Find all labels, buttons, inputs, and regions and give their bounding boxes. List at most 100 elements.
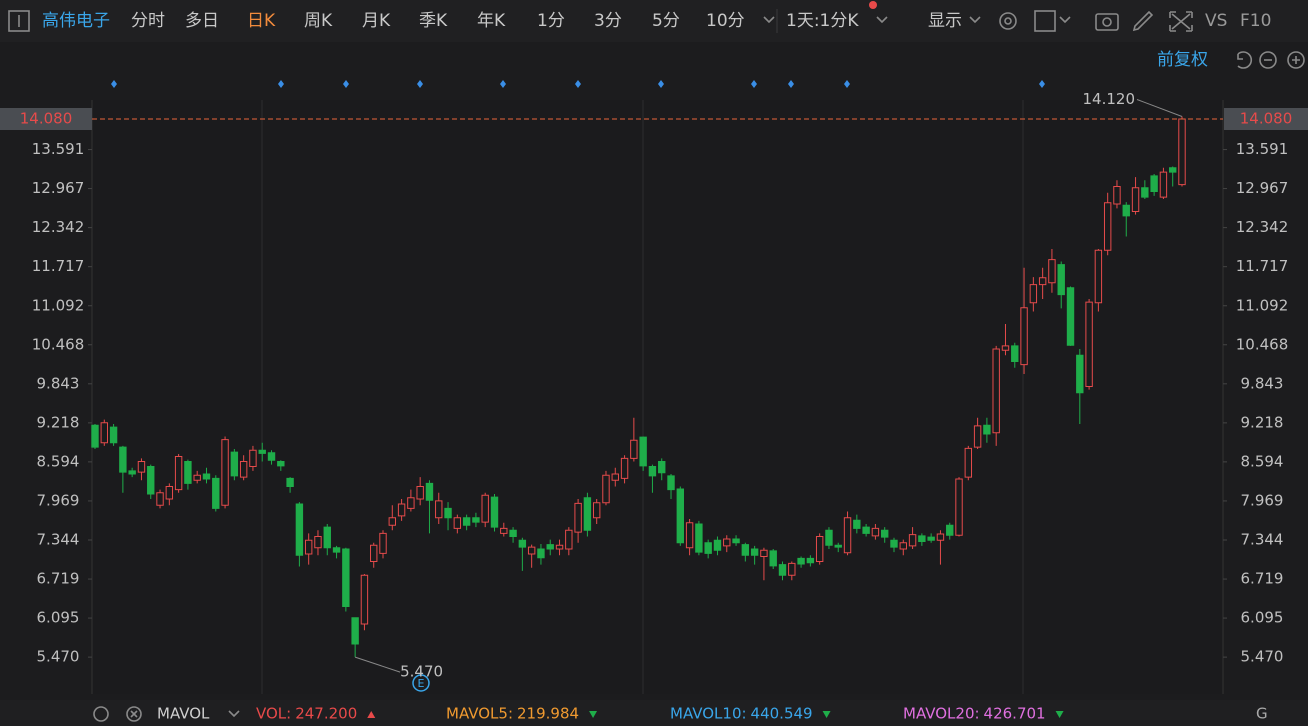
settings-icon[interactable] xyxy=(999,12,1017,30)
candle-body xyxy=(667,475,675,491)
reset-icon[interactable] xyxy=(1237,51,1253,69)
period-tab[interactable]: 年K xyxy=(477,11,506,31)
adjust-mode[interactable]: 前复权 xyxy=(1157,50,1208,70)
candle-body xyxy=(723,538,731,547)
indicator-settings[interactable] xyxy=(93,706,109,722)
period-tab[interactable]: 周K xyxy=(304,11,333,31)
settings-icon-core xyxy=(1004,17,1012,25)
indicator-bar xyxy=(0,700,1308,726)
current-price-label: 14.080 xyxy=(20,110,73,128)
annotation-label: 5.470 xyxy=(400,663,443,681)
candle-body xyxy=(760,549,768,557)
candle-body xyxy=(388,517,396,526)
candle-body xyxy=(648,466,657,477)
period-tab[interactable]: 月K xyxy=(362,11,391,31)
candle-body xyxy=(100,422,108,444)
candle-body xyxy=(500,527,508,534)
indicator-value: 219.984 xyxy=(517,705,579,723)
candle-body xyxy=(602,474,610,504)
candle-body xyxy=(1103,202,1112,251)
candle-body xyxy=(1169,167,1177,173)
stock-name[interactable]: 高伟电子 xyxy=(42,11,110,31)
interval-select[interactable]: 1天:1分K xyxy=(786,11,859,31)
y-tick-label-right: 11.092 xyxy=(1236,296,1289,314)
candle-body xyxy=(444,507,452,519)
fullscreen-icon[interactable] xyxy=(1169,11,1193,32)
event-marker xyxy=(500,80,506,88)
chevron xyxy=(763,16,775,24)
candle-body xyxy=(537,548,545,559)
candle-body xyxy=(379,532,387,554)
candle-body xyxy=(1048,259,1056,284)
chevron xyxy=(228,710,240,718)
candle-body xyxy=(825,529,833,546)
candle-body xyxy=(890,539,898,548)
candle-body xyxy=(323,526,331,549)
y-tick-label-right: 10.468 xyxy=(1236,335,1289,353)
period-tab[interactable]: 1分 xyxy=(537,11,565,31)
y-tick-label-right: 11.717 xyxy=(1236,257,1289,275)
draw-icon[interactable] xyxy=(1132,10,1154,32)
candle-body xyxy=(156,492,164,506)
candle-body xyxy=(973,425,982,448)
candle-body xyxy=(1057,264,1065,296)
candle-body xyxy=(639,436,647,467)
candle-body xyxy=(834,544,842,548)
trend-arrow xyxy=(589,711,598,718)
chevron xyxy=(969,16,981,24)
display-menu[interactable]: 显示 xyxy=(928,11,962,31)
candle-body xyxy=(1178,118,1186,186)
candle-body xyxy=(453,517,462,529)
layout-icon[interactable] xyxy=(1034,10,1056,32)
period-tab[interactable]: 季K xyxy=(419,11,448,31)
y-tick-label-right: 5.470 xyxy=(1241,648,1284,666)
indicator-value: 247.200 xyxy=(295,705,357,723)
candle-body xyxy=(230,451,239,477)
indicator-name[interactable]: MAVOL xyxy=(157,705,210,723)
candle-body xyxy=(1113,186,1121,205)
candle-body xyxy=(490,496,499,528)
candle-body xyxy=(806,557,815,564)
y-tick-label-right: 12.342 xyxy=(1236,218,1289,236)
period-tab[interactable]: 日K xyxy=(247,11,276,31)
y-tick-label-left: 13.591 xyxy=(32,140,85,158)
zoom-in-icon[interactable] xyxy=(1287,51,1305,69)
zoom-out-icon[interactable] xyxy=(1259,51,1277,69)
vs-button[interactable]: VS xyxy=(1205,11,1227,31)
chevron xyxy=(1059,16,1071,24)
annotation-leader xyxy=(1136,99,1183,117)
candle-body xyxy=(91,424,99,448)
y-tick-label-left: 11.717 xyxy=(32,257,85,275)
y-tick-label-right: 6.719 xyxy=(1241,570,1284,588)
y-tick-label-left: 12.342 xyxy=(32,218,85,236)
period-tab[interactable]: 10分 xyxy=(706,11,745,31)
candle-body xyxy=(1066,287,1075,346)
camera-icon[interactable] xyxy=(1095,13,1119,31)
event-marker xyxy=(111,80,117,88)
period-tab[interactable]: 3分 xyxy=(594,11,622,31)
candle-body xyxy=(370,544,378,562)
period-tab[interactable]: 多日 xyxy=(185,11,219,31)
candle-body xyxy=(732,538,740,544)
y-tick-label-right: 12.967 xyxy=(1236,179,1289,197)
indicator-close[interactable] xyxy=(126,706,142,722)
candle-body xyxy=(1038,277,1047,286)
indicator-label: MAVOL5: xyxy=(446,705,513,723)
candle-body xyxy=(1020,307,1028,366)
candle-body xyxy=(881,529,889,538)
candle-body xyxy=(277,461,285,467)
event-marker xyxy=(788,80,794,88)
candle-body xyxy=(769,550,777,567)
event-badge[interactable] xyxy=(412,674,430,692)
indicator-label: VOL: xyxy=(256,705,291,723)
trend-arrow xyxy=(367,711,376,718)
y-tick-label-right: 9.218 xyxy=(1241,413,1284,431)
close-x xyxy=(130,710,138,718)
annotation-leader xyxy=(354,656,401,673)
period-tab[interactable]: 分时 xyxy=(131,11,165,31)
trend-arrow xyxy=(1055,711,1064,718)
menu-icon[interactable] xyxy=(8,10,30,32)
f10-button[interactable]: F10 xyxy=(1240,11,1271,31)
period-tab[interactable]: 5分 xyxy=(652,11,680,31)
y-tick-label-left: 5.470 xyxy=(37,648,80,666)
